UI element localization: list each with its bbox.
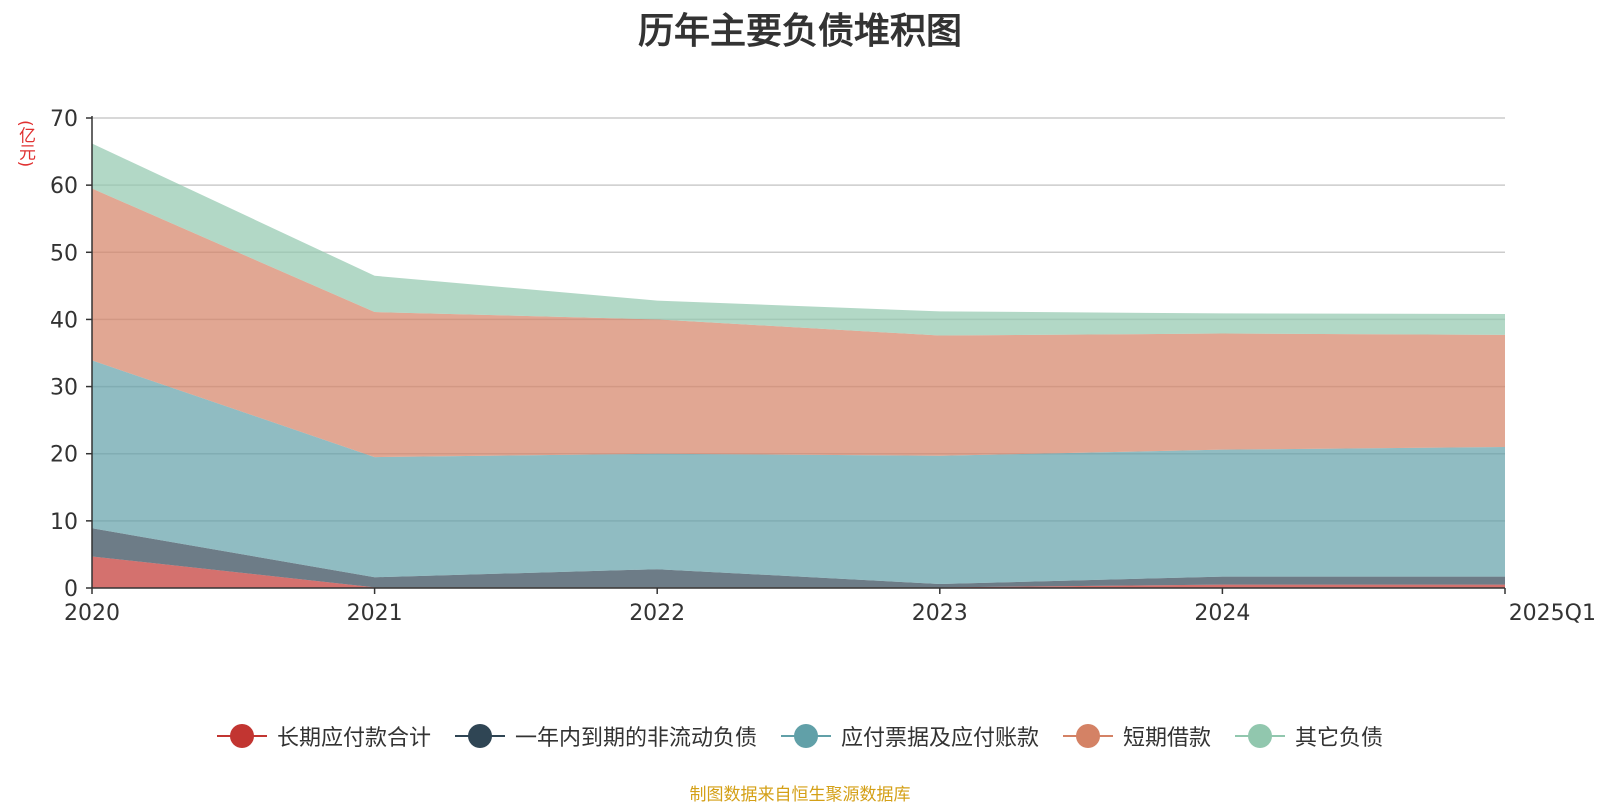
x-tick-label: 2023 — [912, 601, 968, 626]
x-tick-label: 2021 — [347, 601, 403, 626]
area-series-1[interactable] — [92, 528, 1505, 588]
legend-item-4[interactable]: 其它负债 — [1235, 720, 1383, 752]
y-tick-label: 20 — [50, 443, 78, 468]
legend-marker-icon — [454, 724, 505, 748]
area-series-3[interactable] — [92, 188, 1505, 458]
y-tick-label: 30 — [50, 376, 78, 401]
x-tick-label: 2024 — [1194, 601, 1250, 626]
area-series-layer — [92, 143, 1505, 588]
legend-label: 其它负债 — [1295, 726, 1384, 751]
source-note: 制图数据来自恒生聚源数据库 — [689, 785, 911, 805]
legend-marker-icon — [780, 724, 831, 748]
legend-marker-icon — [1235, 724, 1286, 748]
y-tick-label: 50 — [50, 241, 78, 266]
x-tick-label: 2025Q1 — [1509, 601, 1596, 626]
x-tick-label: 2020 — [64, 601, 120, 626]
legend: 长期应付款合计 一年内到期的非流动负债 应付票据及应付账款 短期借款 其它负债 — [0, 716, 1600, 756]
axes: 0 10 20 30 40 50 60 70 2020 2021 2022 2023 2024 2025Q… — [50, 107, 1596, 626]
legend-item-0[interactable]: 长期应付款合计 — [216, 720, 431, 752]
legend-marker-icon — [216, 724, 267, 748]
y-tick-label: 70 — [50, 107, 78, 132]
area-series-4[interactable] — [92, 143, 1505, 336]
legend-item-1[interactable]: 一年内到期的非流动负债 — [454, 720, 757, 752]
area-series-0[interactable] — [92, 556, 1505, 588]
area-series-2[interactable] — [92, 360, 1505, 584]
legend-item-2[interactable]: 应付票据及应付账款 — [780, 720, 1039, 752]
y-tick-label: 10 — [50, 510, 78, 535]
legend-marker-icon — [1063, 724, 1113, 748]
legend-label: 一年内到期的非流动负债 — [514, 726, 757, 751]
y-tick-label: 60 — [50, 174, 78, 199]
legend-label: 长期应付款合计 — [276, 726, 431, 751]
y-tick-label: 0 — [64, 577, 78, 602]
y-tick-label: 40 — [50, 308, 78, 333]
legend-item-3[interactable]: 短期借款 — [1063, 720, 1211, 752]
y-axis-unit-label: (亿元) — [15, 120, 35, 168]
legend-label: 应付票据及应付账款 — [840, 726, 1039, 751]
chart-title: 历年主要负债堆积图 — [637, 11, 962, 52]
x-tick-label: 2022 — [629, 601, 685, 626]
legend-label: 短期借款 — [1123, 726, 1212, 751]
